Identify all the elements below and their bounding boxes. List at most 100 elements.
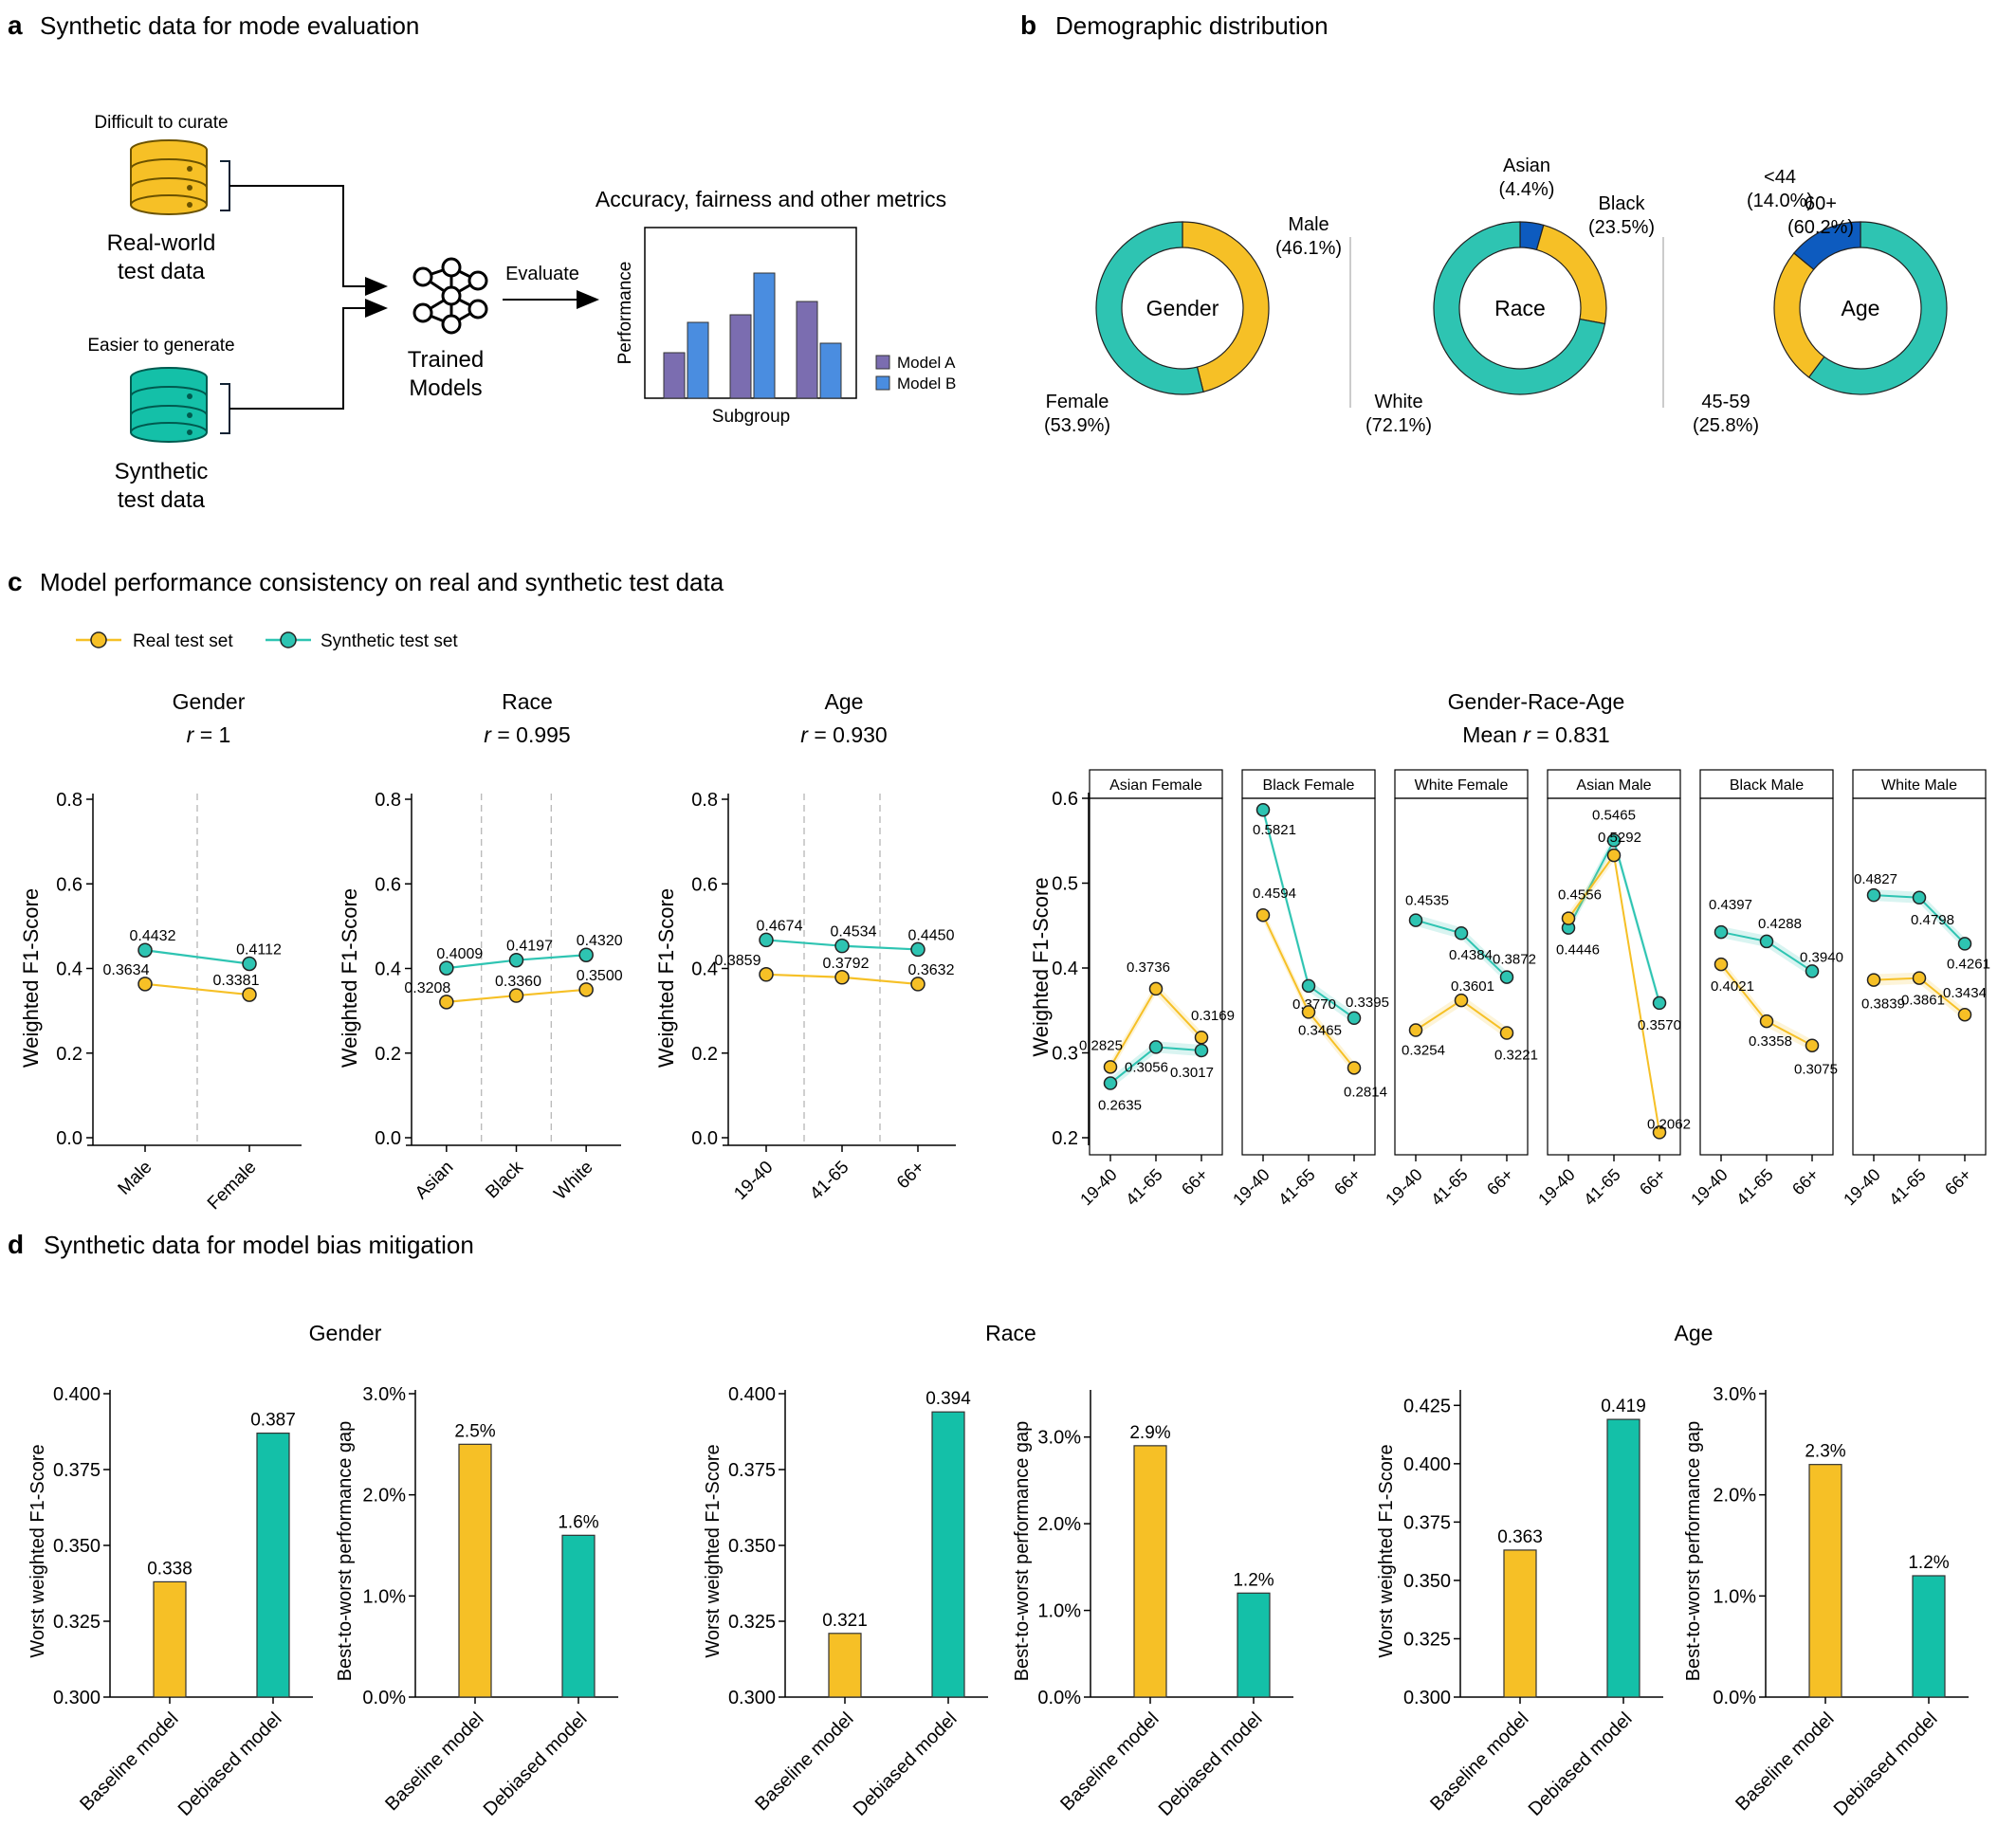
metrics-ylabel: Performance bbox=[615, 262, 635, 365]
donut-slice bbox=[1182, 221, 1270, 393]
legend-label-model-b: Model B bbox=[897, 374, 956, 393]
real-point bbox=[1499, 1026, 1514, 1040]
x-tick-label: Baseline model bbox=[1426, 1708, 1532, 1815]
real-value-label: 0.3632 bbox=[908, 962, 955, 978]
y-tick-label: 0.300 bbox=[53, 1688, 101, 1708]
syn-point bbox=[1866, 887, 1881, 903]
syn-point bbox=[910, 941, 926, 958]
real-value-label: 0.3792 bbox=[823, 956, 870, 972]
y-tick-label: 0.4 bbox=[1052, 959, 1078, 979]
legend-label-real: Real test set bbox=[133, 631, 233, 651]
y-axis-label: Worst weighted F1-Score bbox=[27, 1444, 48, 1657]
bias-mitigation-charts: Gender Race Age 0.300 0.325 0.350 0.375 0.400 Wo… bbox=[27, 1321, 1969, 1820]
group-title-gender: Gender bbox=[309, 1321, 382, 1345]
consistency-charts: Gender r = 1 0.0 0.2 0.4 0.6 0.8 Weighted F1-Sc… bbox=[19, 689, 1990, 1214]
d-age-gap-chart: 0.0% 1.0% 2.0% 3.0% Best-to-worst performanc… bbox=[1683, 1384, 1969, 1820]
donut-pct-male: (46.1%) bbox=[1275, 238, 1342, 259]
y-tick-label: 0.375 bbox=[728, 1460, 776, 1481]
syn-point bbox=[1194, 1043, 1209, 1058]
real-confidence-band bbox=[1721, 959, 1812, 1051]
real-data-label-1: Real-world bbox=[107, 230, 216, 256]
legend-label-synthetic: Synthetic test set bbox=[321, 631, 458, 651]
donut-label-60plus: 60+ bbox=[1805, 193, 1837, 214]
bar-value-label: 1.2% bbox=[1233, 1570, 1274, 1590]
real-data-arrow bbox=[229, 185, 388, 296]
x-tick-label: 19-40 bbox=[1076, 1165, 1121, 1210]
syn-value-label: 0.5465 bbox=[1592, 807, 1636, 823]
real-data-label-2: test data bbox=[118, 259, 206, 284]
syn-value-label: 0.4446 bbox=[1556, 942, 1600, 959]
syn-value-label: 0.4112 bbox=[236, 942, 282, 959]
bar-value-label: 0.387 bbox=[250, 1411, 296, 1431]
y-axis-label: Best-to-worst performance gap bbox=[335, 1421, 356, 1682]
real-point bbox=[759, 967, 774, 982]
real-point bbox=[1805, 1038, 1820, 1052]
syn-value-label: 0.4384 bbox=[1449, 947, 1493, 963]
group-title-age: Age bbox=[1675, 1321, 1714, 1345]
y-axis-label: Weighted F1-Score bbox=[338, 888, 361, 1068]
y-tick-label: 0.8 bbox=[375, 790, 401, 811]
d-race-f1-chart: 0.300 0.325 0.350 0.375 0.400 Worst weighted … bbox=[703, 1384, 988, 1820]
y-tick-label: 0.375 bbox=[53, 1460, 101, 1481]
y-tick-label: 0.0 bbox=[691, 1128, 718, 1149]
y-axis-label: Weighted F1-Score bbox=[19, 888, 43, 1068]
trained-models-label-1: Trained bbox=[408, 347, 484, 373]
real-point bbox=[1957, 1007, 1972, 1022]
x-tick-label: 19-40 bbox=[1229, 1165, 1274, 1210]
legend-label-model-a: Model A bbox=[897, 354, 956, 372]
y-tick-label: 1.0% bbox=[362, 1586, 406, 1607]
real-point bbox=[834, 970, 850, 985]
group-title-race: Race bbox=[985, 1321, 1036, 1345]
x-tick-label: 66+ bbox=[1788, 1165, 1823, 1199]
legend-swatch-model-b bbox=[875, 375, 890, 391]
syn-value-label: 0.5821 bbox=[1253, 822, 1296, 838]
bar bbox=[1133, 1445, 1167, 1698]
d-gender-gap-chart: 0.0% 1.0% 2.0% 3.0% Best-to-worst performanc… bbox=[335, 1384, 618, 1820]
real-series-line bbox=[144, 982, 250, 996]
syn-confidence-band bbox=[1721, 926, 1812, 977]
syn-point bbox=[1301, 978, 1316, 994]
x-tick-label: 41-65 bbox=[1885, 1165, 1930, 1210]
donut-slice bbox=[1433, 221, 1606, 395]
panel-title-a: Synthetic data for mode evaluation bbox=[40, 11, 419, 40]
y-tick-label: 0.4 bbox=[691, 959, 718, 980]
legend-synthetic: Synthetic test set bbox=[266, 631, 458, 651]
y-tick-label: 0.425 bbox=[1403, 1396, 1451, 1416]
real-point bbox=[1759, 1014, 1774, 1029]
syn-value-label: 0.3056 bbox=[1125, 1059, 1168, 1075]
syn-point bbox=[1347, 1011, 1362, 1026]
y-tick-label: 0.6 bbox=[375, 874, 401, 895]
chart-subtitle: Mean r = 0.831 bbox=[1462, 722, 1609, 747]
bar-value-label: 2.9% bbox=[1129, 1423, 1170, 1443]
x-tick-label: Male bbox=[115, 1158, 156, 1199]
y-tick-label: 0.2 bbox=[1052, 1128, 1078, 1149]
x-tick-label: Debiased model bbox=[1525, 1708, 1637, 1820]
facet-label: White Male bbox=[1881, 777, 1957, 794]
syn-point bbox=[439, 960, 454, 976]
y-tick-label: 0.6 bbox=[56, 874, 82, 895]
facet-label: Asian Male bbox=[1576, 777, 1651, 794]
syn-value-label: 0.4450 bbox=[908, 927, 955, 943]
donut-label-female: Female bbox=[1046, 392, 1109, 412]
real-point bbox=[1454, 993, 1469, 1008]
x-tick-label: 41-65 bbox=[1274, 1165, 1319, 1210]
syn-value-label: 0.4009 bbox=[436, 946, 483, 962]
real-point bbox=[1714, 957, 1729, 972]
y-axis-label: Worst weighted F1-Score bbox=[1376, 1444, 1397, 1657]
x-tick-label: 41-65 bbox=[1122, 1165, 1166, 1210]
donut-center-label: Race bbox=[1494, 296, 1546, 320]
y-tick-label: 0.375 bbox=[1403, 1512, 1451, 1533]
real-point bbox=[1561, 911, 1576, 925]
syn-confidence-band bbox=[1416, 914, 1507, 983]
syn-point bbox=[1759, 934, 1774, 949]
x-tick-label: 19-40 bbox=[1534, 1165, 1579, 1210]
x-tick-label: 41-65 bbox=[1580, 1165, 1624, 1210]
neural-network-icon bbox=[412, 257, 488, 335]
x-tick-label: 41-65 bbox=[1732, 1165, 1777, 1210]
real-value-label: 0.3861 bbox=[1901, 993, 1945, 1009]
synthetic-data-label-2: test data bbox=[118, 487, 206, 513]
real-value-label: 0.3500 bbox=[577, 968, 623, 984]
real-value-label: 0.3634 bbox=[103, 962, 150, 978]
x-tick-label: Asian bbox=[412, 1158, 457, 1203]
